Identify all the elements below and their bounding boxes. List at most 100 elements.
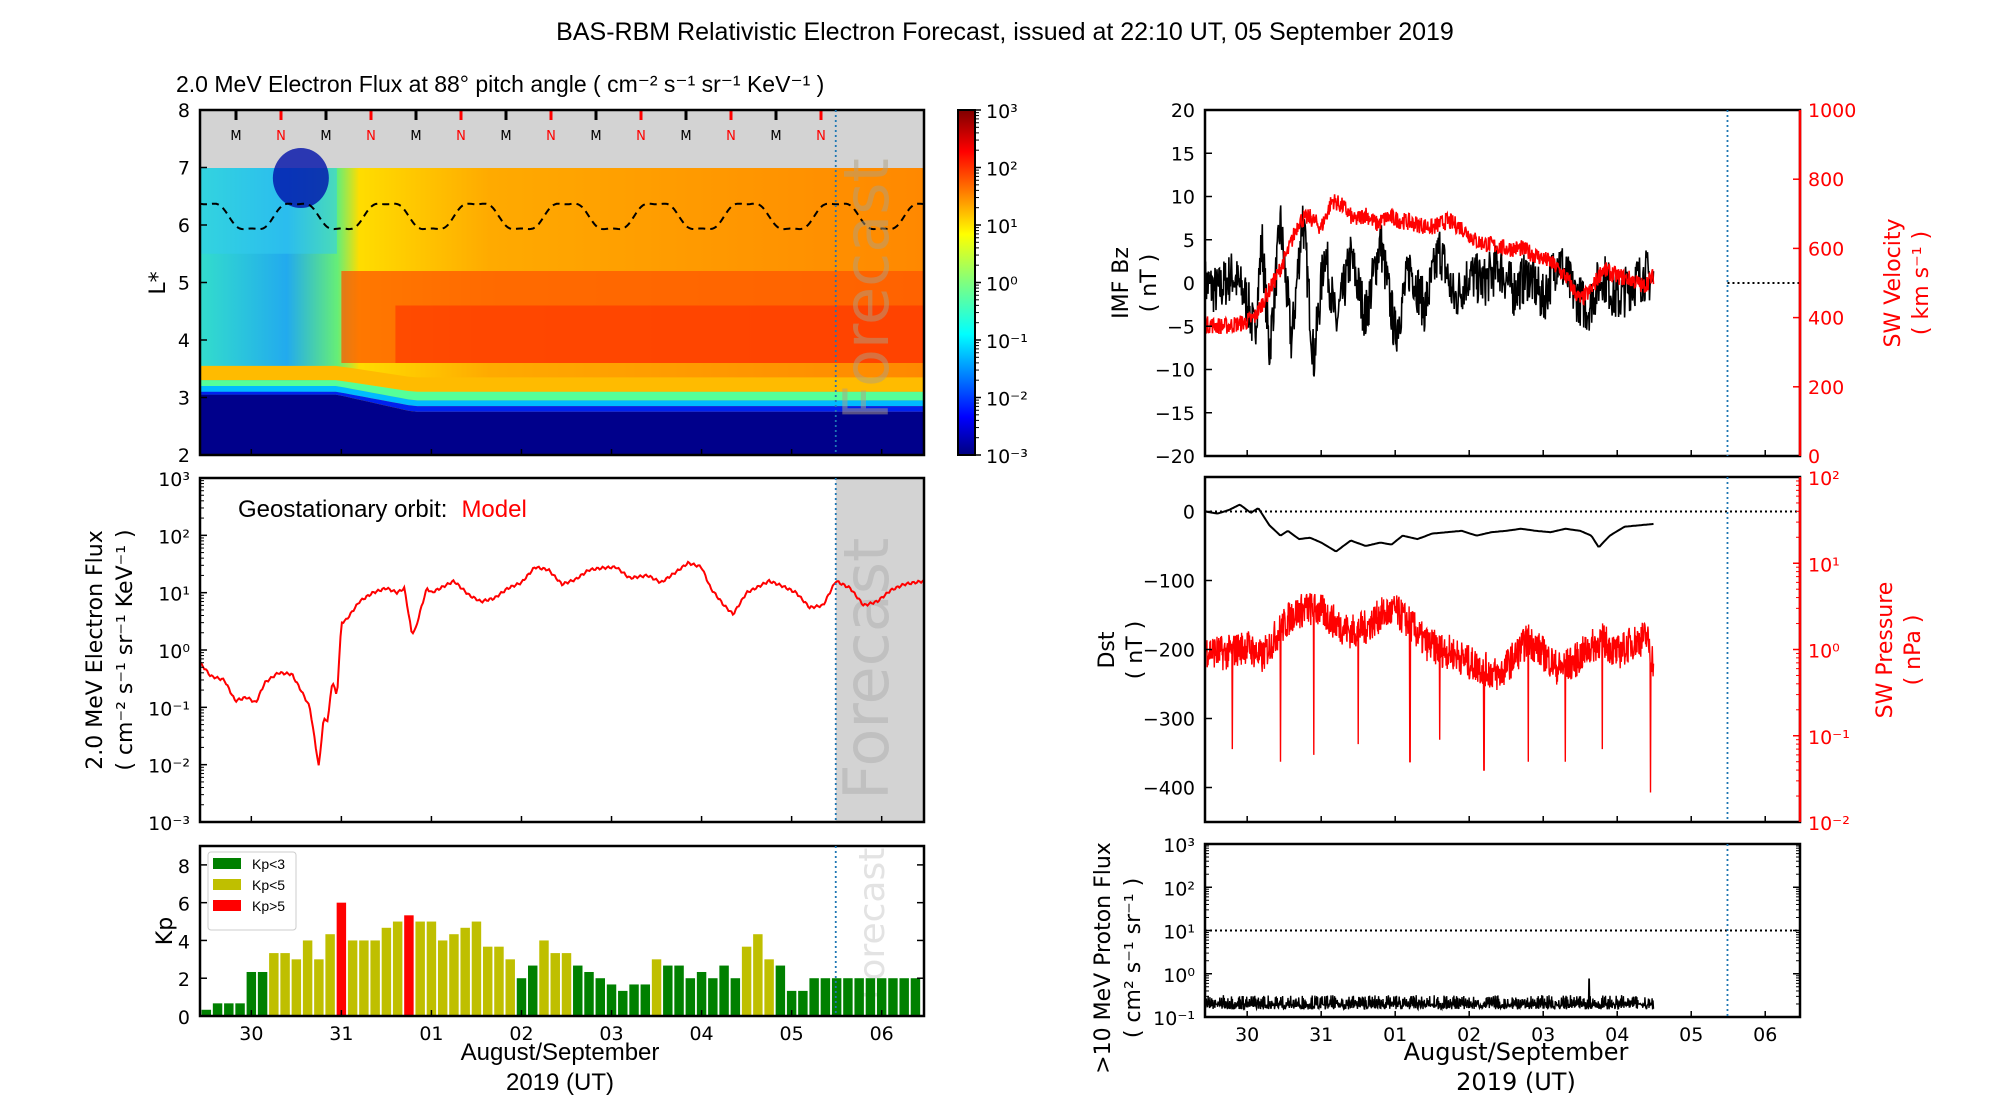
heatmap-frame	[198, 108, 926, 457]
kp-bar	[843, 978, 853, 1016]
y-tick-label: 20	[1171, 100, 1195, 122]
forecast-watermark: Forecast	[830, 158, 903, 420]
kp-bar	[280, 953, 290, 1016]
imf-ylabel-line2: ( nT )	[1137, 254, 1162, 313]
mlt-marker-label: M	[590, 129, 601, 144]
y-tick-label: −10	[1155, 360, 1195, 382]
kp-bar	[325, 934, 335, 1016]
y-tick-label: 6	[178, 215, 190, 237]
kp-bar	[302, 940, 313, 1016]
kp-bar	[291, 959, 302, 1016]
kp-bar	[539, 940, 549, 1016]
x-tick-label: 02	[1457, 1024, 1481, 1046]
kp-bar	[235, 1003, 245, 1016]
kp-bar	[528, 965, 538, 1016]
dst-frame	[1203, 475, 1802, 824]
kp-bar	[584, 971, 594, 1016]
y-tick-label: 7	[178, 158, 190, 180]
kp-bar	[629, 984, 639, 1016]
x-tick-label: 31	[329, 1023, 353, 1045]
kp-bar	[854, 978, 864, 1016]
legend-swatch	[213, 900, 241, 911]
y-tick-label: 10³	[1163, 835, 1195, 857]
colorbar-tick-label: 10⁻¹	[986, 331, 1028, 353]
colorbar-tick-label: 10⁻³	[986, 446, 1028, 468]
right-xlabel-line1: August/September	[1404, 1038, 1629, 1066]
kp-bar	[269, 953, 279, 1016]
mlt-marker-label: M	[500, 129, 511, 144]
y-tick-label: 5	[178, 273, 190, 295]
proton-frame	[1203, 842, 1802, 1019]
imf-ylabel-line1: IMF Bz	[1109, 247, 1134, 319]
kp-bar	[820, 978, 831, 1016]
y-tick-label: 10³	[158, 469, 190, 491]
y-tick-label-right: 10⁻¹	[1808, 727, 1850, 749]
kp-bar	[786, 990, 797, 1016]
forecast-shade	[835, 478, 924, 822]
kp-bar	[876, 978, 887, 1016]
kp-bar	[708, 978, 718, 1016]
lstar-heatmap-panel: 2.0 MeV Electron Flux at 88° pitch angle…	[146, 71, 1028, 468]
y-tick-label: 10¹	[1163, 922, 1195, 944]
kp-bar	[449, 934, 459, 1016]
left-xlabel-line1: August/September	[461, 1039, 660, 1066]
kp-bar	[392, 921, 403, 1016]
mlt-marker-label: M	[410, 129, 421, 144]
kp-bar	[764, 959, 774, 1016]
kp-panel: Forecast 0 2 4 6 8 Kp Kp<3 Kp<5 Kp>5	[153, 844, 926, 1029]
kp-bar	[437, 940, 448, 1016]
x-tick-label: 02	[509, 1023, 533, 1045]
geo-annotation-series: Model	[461, 496, 526, 523]
dst-ylabel-line1: Dst	[1095, 631, 1120, 668]
y-tick-label: 5	[1183, 230, 1195, 252]
y-tick-label: 10²	[1163, 878, 1195, 900]
dst-line	[1205, 503, 1654, 553]
geo-lstar-dashed-line	[200, 202, 924, 231]
forecast-watermark: Forecast	[830, 538, 903, 800]
kp-bar	[426, 921, 437, 1016]
y-tick-label: 10	[1171, 187, 1195, 209]
imf-bz-line	[1205, 205, 1655, 377]
y-tick-label-right: 10²	[1808, 468, 1840, 490]
mlt-marker-label: N	[546, 129, 556, 144]
colorbar-tick-label: 10³	[986, 101, 1018, 123]
proton-panel: 10⁻¹ 10⁰ 10¹ 10² 10³ >10 MeV Proton Flux ( c…	[1091, 835, 1802, 1074]
colorbar	[957, 109, 976, 456]
kp-bar	[415, 921, 425, 1016]
heatmap-band-green	[200, 380, 924, 401]
kp-bar	[224, 1003, 234, 1016]
sw-pressure-line	[1205, 593, 1655, 793]
geo-flux-line	[200, 560, 924, 766]
colorbar-tick-label: 10²	[986, 159, 1018, 181]
kp-bar	[482, 946, 493, 1016]
mlt-marker-label: N	[726, 129, 736, 144]
x-tick-label: 03	[599, 1023, 623, 1045]
kp-bar	[674, 965, 684, 1016]
kp-bar	[381, 927, 392, 1016]
sw-velocity-ylabel-line1: SW Velocity	[1881, 218, 1906, 347]
y-tick-label: −300	[1143, 709, 1195, 731]
proton-ylabel-line2: ( cm² s⁻¹ sr⁻¹ )	[1121, 878, 1146, 1038]
kp-bar	[640, 984, 651, 1016]
x-tick-label: 03	[1531, 1024, 1555, 1046]
y-tick-label: 10⁻¹	[1153, 1008, 1195, 1030]
y-tick-label-right: 10⁻²	[1808, 813, 1850, 835]
y-tick-label: −5	[1167, 316, 1195, 338]
y-tick-label: 2	[178, 969, 190, 991]
kp-bar	[753, 934, 763, 1016]
kp-bar	[775, 965, 786, 1016]
y-tick-label: 0	[1183, 273, 1195, 295]
proton-flux-line	[1205, 978, 1655, 1012]
y-tick-label: 10⁰	[1163, 965, 1195, 987]
kp-bar	[741, 946, 752, 1016]
y-tick-label-right: 200	[1808, 377, 1844, 399]
x-tick-label: 06	[1753, 1024, 1777, 1046]
right-xlabel-line2: 2019 (UT)	[1456, 1068, 1576, 1096]
heatmap-ylabel: L*	[146, 271, 171, 294]
mlt-marker-label: N	[816, 129, 826, 144]
kp-bar	[505, 959, 515, 1016]
y-tick-label: −15	[1155, 403, 1195, 425]
kp-bar	[336, 902, 347, 1016]
y-tick-label-right: 400	[1808, 308, 1844, 330]
